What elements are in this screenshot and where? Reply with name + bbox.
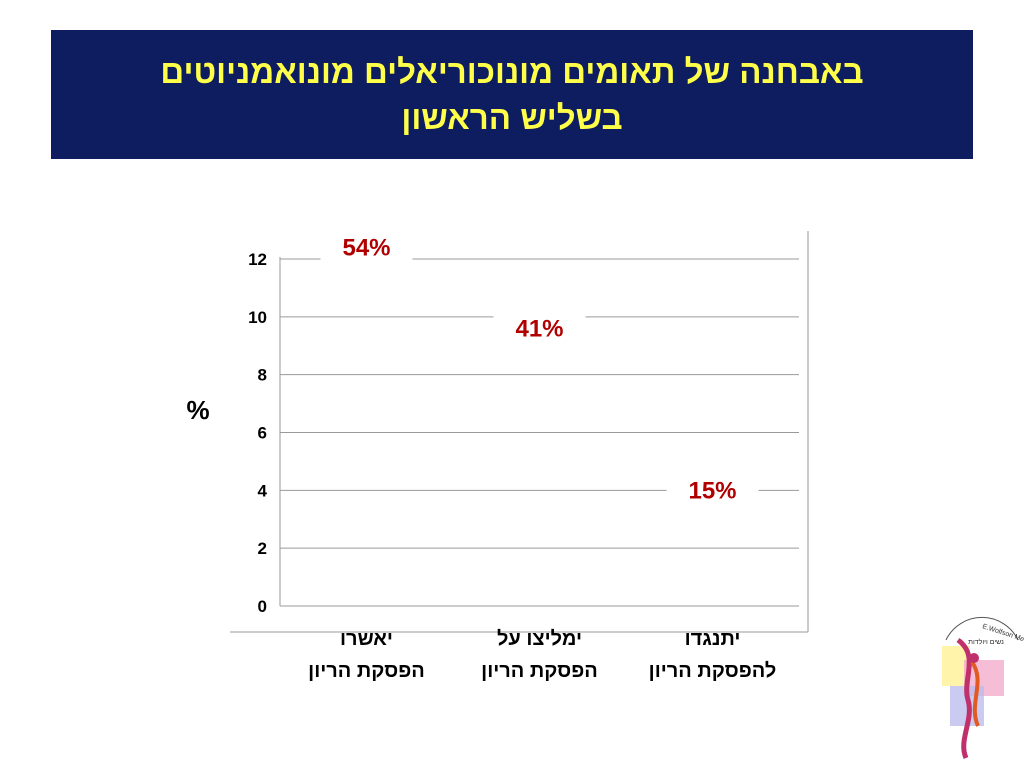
hospital-logo: E.Wolfson Medical Center Obstetrics & Gy… (942, 617, 1024, 760)
y-tick-label: 0 (258, 597, 267, 616)
x-category-label: להפסקת הריון (649, 660, 777, 682)
x-category-label: יאשרו (340, 628, 393, 650)
x-category-label: הפסקת הריון (308, 660, 425, 682)
y-axis-label: % (186, 395, 209, 425)
logo-dept-text: נשים ויולדות (968, 638, 1004, 646)
title-line-1: באבחנה של תאומים מונוכוריאלים מונואמניוט… (160, 52, 864, 90)
title-banner: באבחנה של תאומים מונוכוריאלים מונואמניוט… (51, 30, 973, 159)
x-category-label: הפסקת הריון (481, 660, 598, 682)
data-label: 15% (688, 477, 736, 504)
data-label-bg (493, 308, 586, 345)
data-label-bg (666, 470, 759, 507)
y-tick-label: 4 (258, 481, 268, 500)
data-label: 54% (342, 234, 390, 261)
data-label-bg (320, 227, 413, 264)
y-tick-label: 6 (258, 424, 267, 443)
y-tick-label: 10 (248, 308, 267, 327)
y-tick-label: 2 (258, 539, 267, 558)
x-category-label: יתנגדו (685, 628, 741, 650)
data-label: 41% (515, 315, 563, 342)
x-category-label: ימליצו על (497, 628, 582, 650)
title-line-2: בשליש הראשון (401, 98, 623, 136)
y-tick-label: 8 (258, 366, 267, 385)
y-tick-label: 12 (248, 250, 267, 269)
